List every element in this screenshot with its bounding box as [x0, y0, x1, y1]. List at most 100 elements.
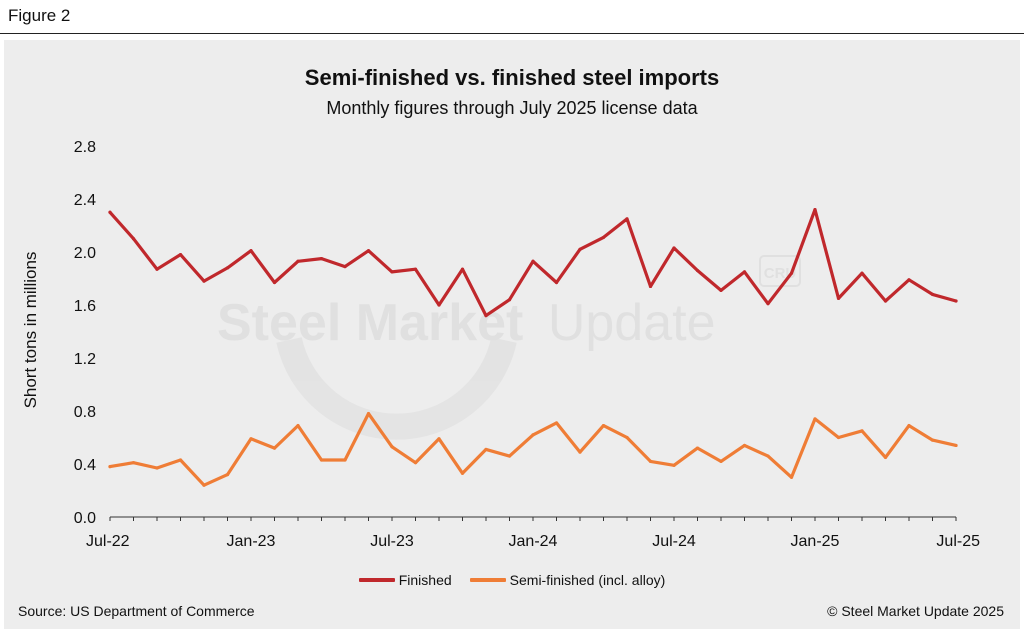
data-point-semi-finished	[883, 455, 888, 459]
data-point-semi-finished	[343, 458, 347, 462]
data-point-finished	[366, 249, 371, 253]
y-tick-label: 0.8	[74, 404, 96, 421]
data-point-finished	[766, 302, 770, 306]
legend-item-finished: Finished	[358, 572, 452, 588]
data-point-semi-finished	[155, 466, 159, 470]
x-tick-label: Jul-23	[370, 533, 414, 550]
chart-panel: Steel Market Update CRU 0.0 0.4 0.8 1.2 1.6 2…	[4, 40, 1020, 629]
watermark: Steel Market Update CRU	[217, 255, 801, 440]
data-point-finished	[437, 303, 441, 307]
x-tick-label: Jan-25	[791, 533, 840, 550]
data-point-finished	[531, 259, 535, 263]
data-point-semi-finished	[366, 412, 371, 416]
x-tick-label: Jan-24	[509, 533, 558, 550]
legend-swatch-semi-finished	[469, 578, 506, 582]
data-point-finished	[601, 235, 606, 240]
data-point-semi-finished	[554, 421, 559, 425]
data-point-semi-finished	[601, 423, 606, 428]
data-point-finished	[742, 270, 747, 274]
x-tick-label: Jan-23	[227, 533, 276, 550]
legend-item-semi-finished: Semi-finished (incl. alloy)	[469, 572, 666, 588]
data-point-semi-finished	[108, 465, 112, 469]
data-point-finished	[108, 210, 112, 214]
data-point-semi-finished	[225, 473, 230, 477]
data-point-semi-finished	[836, 435, 841, 440]
data-point-finished	[789, 271, 794, 275]
data-point-semi-finished	[272, 446, 277, 450]
data-point-semi-finished	[789, 475, 794, 479]
data-point-semi-finished	[249, 437, 253, 441]
data-point-semi-finished	[625, 435, 629, 440]
data-point-finished	[249, 249, 253, 253]
data-point-semi-finished	[131, 461, 136, 465]
watermark-brand-light: Update	[548, 294, 716, 352]
legend-swatch-finished	[358, 578, 395, 582]
data-point-semi-finished	[202, 483, 206, 487]
x-tick-label: Jul-25	[936, 533, 980, 550]
data-point-semi-finished	[413, 461, 418, 465]
data-point-finished	[719, 288, 723, 293]
data-point-finished	[507, 298, 512, 302]
svg-text:Steel Market Update: Steel Market Update	[217, 294, 716, 352]
data-point-finished	[296, 259, 300, 263]
data-point-finished	[672, 246, 676, 250]
data-point-finished	[883, 299, 888, 303]
y-tick-label: 0.0	[74, 510, 96, 527]
data-point-finished	[954, 299, 958, 303]
chart-subtitle: Monthly figures through July 2025 licens…	[326, 98, 698, 118]
data-point-semi-finished	[648, 459, 653, 463]
series-line-semi-finished	[108, 412, 958, 487]
data-point-finished	[907, 278, 911, 282]
chart-canvas: Steel Market Update CRU 0.0 0.4 0.8 1.2 1.6 2…	[21, 139, 980, 550]
data-point-semi-finished	[178, 458, 183, 462]
data-point-semi-finished	[742, 443, 747, 448]
data-point-semi-finished	[507, 454, 512, 458]
data-point-semi-finished	[695, 446, 700, 450]
source-note: Source: US Department of Commerce	[18, 603, 255, 619]
y-axis-title: Short tons in millions	[21, 252, 40, 409]
data-point-semi-finished	[954, 443, 958, 448]
x-tick-label: Jul-24	[652, 533, 696, 550]
data-point-finished	[390, 270, 394, 274]
data-point-semi-finished	[766, 454, 770, 458]
data-point-semi-finished	[319, 458, 324, 462]
data-point-semi-finished	[578, 450, 582, 454]
data-point-finished	[930, 292, 935, 296]
watermark-swoosh	[276, 337, 517, 440]
data-point-semi-finished	[437, 437, 441, 441]
data-point-finished	[554, 280, 559, 285]
data-point-finished	[131, 237, 136, 241]
chart-title: Semi-finished vs. finished steel imports	[304, 65, 720, 90]
data-point-finished	[813, 208, 817, 212]
data-point-semi-finished	[390, 445, 394, 449]
data-point-finished	[319, 257, 324, 261]
data-point-semi-finished	[860, 429, 864, 433]
y-tick-label: 2.8	[74, 139, 96, 156]
data-point-semi-finished	[531, 433, 535, 437]
y-tick-label: 2.4	[74, 192, 96, 209]
data-point-semi-finished	[907, 423, 911, 428]
legend-label-semi-finished: Semi-finished (incl. alloy)	[509, 572, 666, 588]
y-tick-label: 0.4	[74, 457, 96, 474]
figure-header: Figure 2	[0, 0, 1024, 34]
data-point-semi-finished	[484, 447, 488, 452]
data-point-finished	[860, 271, 864, 275]
x-axis: Jul-22 Jan-23 Jul-23 Jan-24 Jul-24 Jan-25 Jul-…	[86, 516, 980, 550]
data-point-finished	[695, 268, 700, 273]
figure-label: Figure 2	[8, 6, 71, 25]
data-point-finished	[484, 314, 488, 318]
copyright-note: © Steel Market Update 2025	[827, 603, 1004, 619]
legend: Finished Semi-finished (incl. alloy)	[4, 572, 1020, 588]
data-point-semi-finished	[296, 423, 300, 428]
y-tick-label: 1.6	[74, 298, 96, 315]
data-point-finished	[648, 284, 653, 289]
data-point-semi-finished	[930, 438, 935, 442]
data-point-semi-finished	[672, 463, 676, 467]
data-point-finished	[178, 253, 183, 257]
data-point-finished	[272, 280, 277, 285]
data-point-finished	[413, 267, 418, 271]
data-point-semi-finished	[460, 471, 465, 475]
data-point-finished	[625, 217, 629, 221]
y-axis: 0.0 0.4 0.8 1.2 1.6 2.0 2.4 2.8	[74, 139, 96, 527]
legend-label-finished: Finished	[398, 572, 452, 588]
